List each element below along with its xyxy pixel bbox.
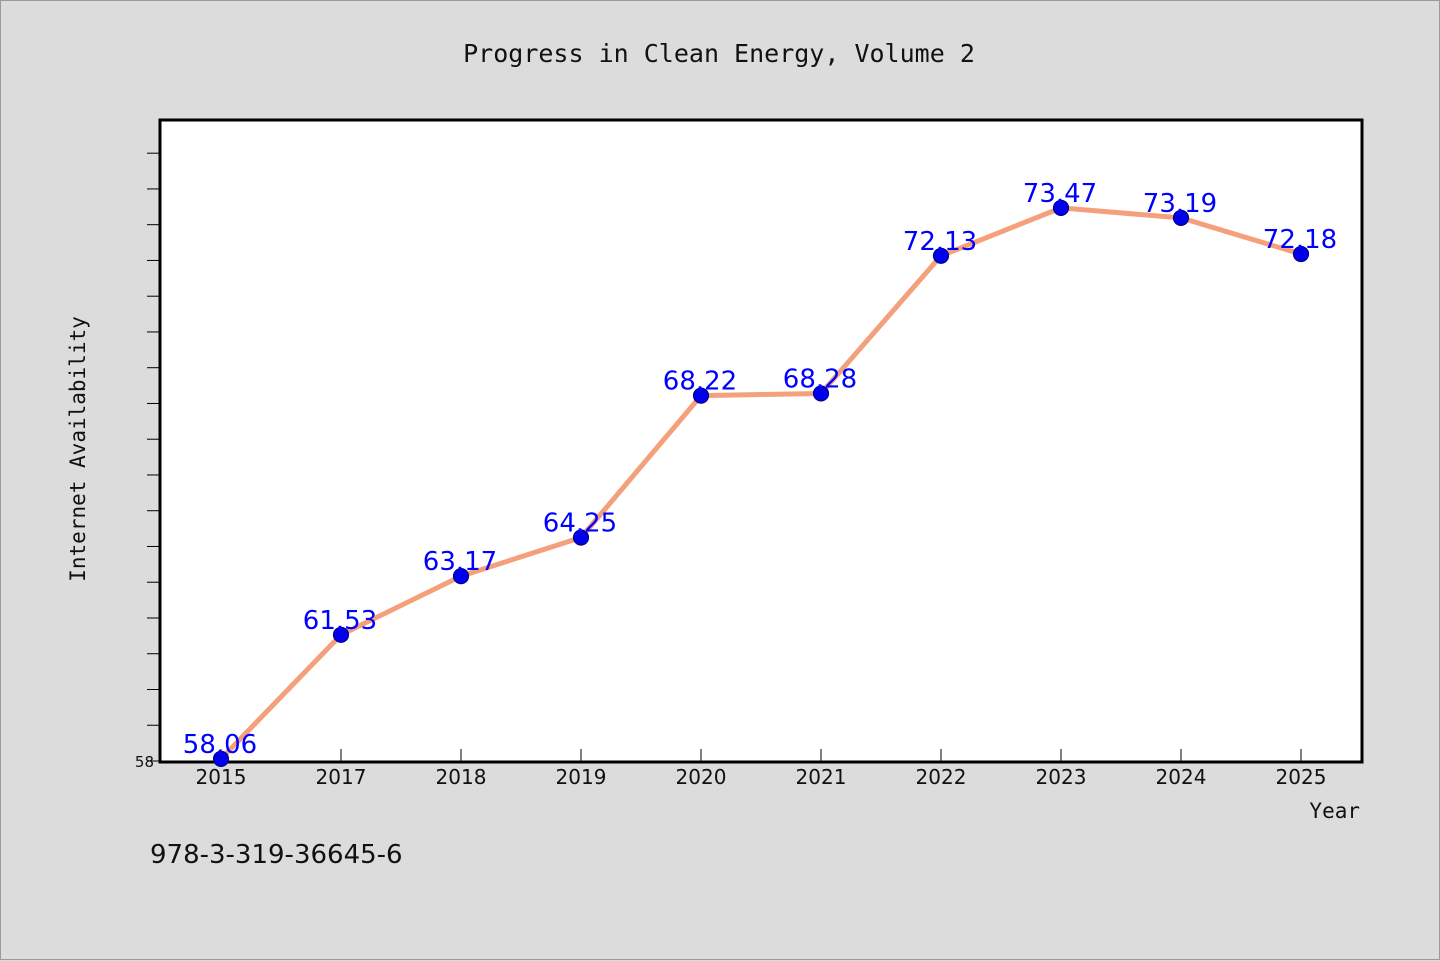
chart-title: Progress in Clean Energy, Volume 2 (463, 39, 975, 68)
data-point (1172, 209, 1190, 226)
data-label: 63.17 (423, 547, 497, 577)
data-label: 61.53 (303, 606, 377, 636)
data-point (212, 750, 230, 767)
y-axis-ticks: 58 (135, 152, 160, 771)
x-axis-label: Year (1309, 799, 1360, 823)
data-point (332, 626, 350, 643)
data-point (932, 247, 950, 264)
series-line (218, 205, 1304, 762)
x-tick-label: 2017 (316, 765, 367, 789)
x-tick-label: 2021 (796, 765, 847, 789)
x-tick-label: 2025 (1276, 765, 1327, 789)
data-label: 68.22 (663, 367, 737, 397)
series-layer (218, 205, 1304, 762)
y-tick-label: 58 (135, 753, 154, 771)
data-label: 73.19 (1143, 189, 1217, 219)
data-label: 64.25 (543, 509, 617, 539)
data-label: 72.13 (903, 227, 977, 257)
x-tick-label: 2015 (196, 765, 247, 789)
data-point (452, 568, 470, 585)
data-label: 73.47 (1023, 179, 1097, 209)
data-label: 58.06 (183, 730, 257, 760)
data-point (692, 387, 710, 404)
isbn-text: 978-3-319-36645-6 (150, 840, 403, 870)
x-tick-label: 2023 (1036, 765, 1087, 789)
data-point (812, 385, 830, 402)
x-tick-label: 2018 (436, 765, 487, 789)
data-point (1292, 245, 1310, 263)
data-point (1052, 199, 1070, 216)
x-tick-label: 2024 (1156, 765, 1207, 789)
x-tick-label: 2020 (676, 765, 727, 789)
x-tick-label: 2019 (556, 765, 607, 789)
marker-layer (212, 199, 1310, 767)
data-label: 68.28 (783, 364, 857, 394)
plot-area (158, 118, 1364, 764)
value-label-layer: 58.06 61.53 63.17 64.25 68.22 68.28 72.13 73.47… (183, 179, 1337, 760)
y-axis-label: Internet Availability (66, 316, 90, 582)
data-label: 72.18 (1263, 225, 1337, 255)
x-tick-label: 2022 (916, 765, 967, 789)
data-point (572, 529, 590, 546)
